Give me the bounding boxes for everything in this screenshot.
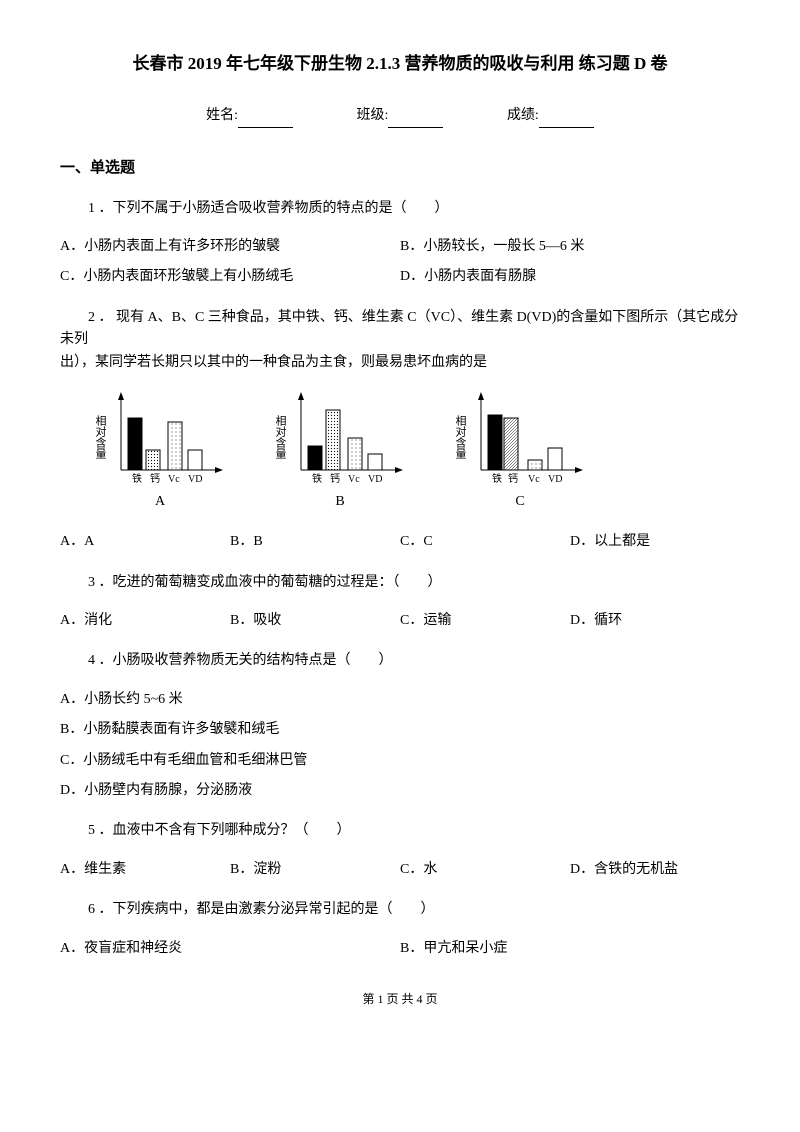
q4-opt-b: B．小肠黏膜表面有许多皱襞和绒毛 bbox=[60, 719, 740, 741]
q1-text: 1 ．下列不属于小肠适合吸收营养物质的特点的是（ ） bbox=[60, 198, 740, 220]
q5-opt-d: D．含铁的无机盐 bbox=[570, 859, 740, 881]
q1-options: A．小肠内表面上有许多环形的皱襞 B．小肠较长，一般长 5—6 米 C．小肠内表… bbox=[60, 236, 740, 289]
q1-opt-d: D．小肠内表面有肠腺 bbox=[400, 266, 740, 288]
q1-opt-b: B．小肠较长，一般长 5—6 米 bbox=[400, 236, 740, 258]
q4-opt-c: C．小肠绒毛中有毛细血管和毛细淋巴管 bbox=[60, 750, 740, 772]
q3-opt-d: D．循环 bbox=[570, 610, 740, 632]
svg-text:VD: VD bbox=[368, 474, 382, 485]
q2-options: A．A B．B C．C D．以上都是 bbox=[60, 531, 740, 553]
chart-c-svg: 相对含量 铁 钙 Vc VD bbox=[450, 390, 590, 485]
svg-text:钙: 钙 bbox=[330, 472, 340, 485]
charts-row: 相对含量 铁 钙 Vc VD A 相对含量 bbox=[90, 390, 740, 513]
name-label: 姓名: bbox=[206, 108, 238, 123]
q2-opt-d: D．以上都是 bbox=[570, 531, 740, 553]
q3-options: A．消化 B．吸收 C．运输 D．循环 bbox=[60, 610, 740, 632]
q6-opt-a: A．夜盲症和神经炎 bbox=[60, 938, 400, 960]
svg-text:铁: 铁 bbox=[132, 472, 142, 485]
svg-text:相对含量: 相对含量 bbox=[454, 415, 467, 459]
q5-opt-c: C．水 bbox=[400, 859, 570, 881]
q5-text: 5 ．血液中不含有下列哪种成分？（ ） bbox=[60, 820, 740, 842]
chart-b-label: B bbox=[335, 491, 344, 513]
q3-opt-a: A．消化 bbox=[60, 610, 230, 632]
q2-line2: 出），某同学若长期只以其中的一种食品为主食，则最易患坏血病的是 bbox=[60, 352, 740, 374]
score-field: 成绩: bbox=[507, 105, 594, 127]
q3-opt-c: C．运输 bbox=[400, 610, 570, 632]
q5-opt-a: A．维生素 bbox=[60, 859, 230, 881]
q1-opt-c: C．小肠内表面环形皱襞上有小肠绒毛 bbox=[60, 266, 400, 288]
svg-text:铁: 铁 bbox=[492, 472, 502, 485]
q3-opt-b: B．吸收 bbox=[230, 610, 400, 632]
svg-text:VD: VD bbox=[548, 474, 562, 485]
q2-text: 2 ． 现有 A、B、C 三种食品，其中铁、钙、维生素 C（VC）、维生素 D(… bbox=[60, 307, 740, 374]
class-blank bbox=[388, 114, 443, 128]
q3-text: 3 ．吃进的葡萄糖变成血液中的葡萄糖的过程是：（ ） bbox=[60, 572, 740, 594]
svg-text:Vc: Vc bbox=[168, 474, 180, 485]
q5-options: A．维生素 B．淀粉 C．水 D．含铁的无机盐 bbox=[60, 859, 740, 881]
chart-a-label: A bbox=[155, 491, 165, 513]
q4-opt-a: A．小肠长约 5~6 米 bbox=[60, 689, 740, 711]
score-blank bbox=[539, 114, 594, 128]
q6-text: 6 ．下列疾病中，都是由激素分泌异常引起的是（ ） bbox=[60, 899, 740, 921]
svg-text:相对含量: 相对含量 bbox=[274, 415, 287, 459]
svg-text:铁: 铁 bbox=[312, 472, 322, 485]
class-label: 班级: bbox=[357, 108, 389, 123]
q4-text: 4 ．小肠吸收营养物质无关的结构特点是（ ） bbox=[60, 650, 740, 672]
chart-a-svg: 相对含量 铁 钙 Vc VD bbox=[90, 390, 230, 485]
q6-opt-b: B．甲亢和呆小症 bbox=[400, 938, 740, 960]
svg-text:VD: VD bbox=[188, 474, 202, 485]
q2-opt-a: A．A bbox=[60, 531, 230, 553]
q2-opt-c: C．C bbox=[400, 531, 570, 553]
chart-c-label: C bbox=[515, 491, 524, 513]
page-title: 长春市 2019 年七年级下册生物 2.1.3 营养物质的吸收与利用 练习题 D… bbox=[60, 50, 740, 77]
chart-a: 相对含量 铁 钙 Vc VD A bbox=[90, 390, 230, 513]
q6-options: A．夜盲症和神经炎 B．甲亢和呆小症 bbox=[60, 938, 740, 960]
svg-text:Vc: Vc bbox=[528, 474, 540, 485]
page-footer: 第 1 页 共 4 页 bbox=[60, 990, 740, 1009]
chart-b-svg: 相对含量 铁 钙 Vc VD bbox=[270, 390, 410, 485]
class-field: 班级: bbox=[357, 105, 444, 127]
q4-opt-d: D．小肠壁内有肠腺，分泌肠液 bbox=[60, 780, 740, 802]
section-1-header: 一、单选题 bbox=[60, 156, 740, 180]
score-label: 成绩: bbox=[507, 108, 539, 123]
q4-options: A．小肠长约 5~6 米 B．小肠黏膜表面有许多皱襞和绒毛 C．小肠绒毛中有毛细… bbox=[60, 689, 740, 803]
chart-c: 相对含量 铁 钙 Vc VD C bbox=[450, 390, 590, 513]
svg-text:钙: 钙 bbox=[150, 472, 160, 485]
chart-b: 相对含量 铁 钙 Vc VD B bbox=[270, 390, 410, 513]
name-field: 姓名: bbox=[206, 105, 293, 127]
svg-text:Vc: Vc bbox=[348, 474, 360, 485]
info-row: 姓名: 班级: 成绩: bbox=[60, 105, 740, 127]
q2-opt-b: B．B bbox=[230, 531, 400, 553]
q5-opt-b: B．淀粉 bbox=[230, 859, 400, 881]
q2-line1: 2 ． 现有 A、B、C 三种食品，其中铁、钙、维生素 C（VC）、维生素 D(… bbox=[60, 307, 740, 352]
svg-text:相对含量: 相对含量 bbox=[94, 415, 107, 459]
svg-text:钙: 钙 bbox=[508, 472, 518, 485]
name-blank bbox=[238, 114, 293, 128]
q1-opt-a: A．小肠内表面上有许多环形的皱襞 bbox=[60, 236, 400, 258]
